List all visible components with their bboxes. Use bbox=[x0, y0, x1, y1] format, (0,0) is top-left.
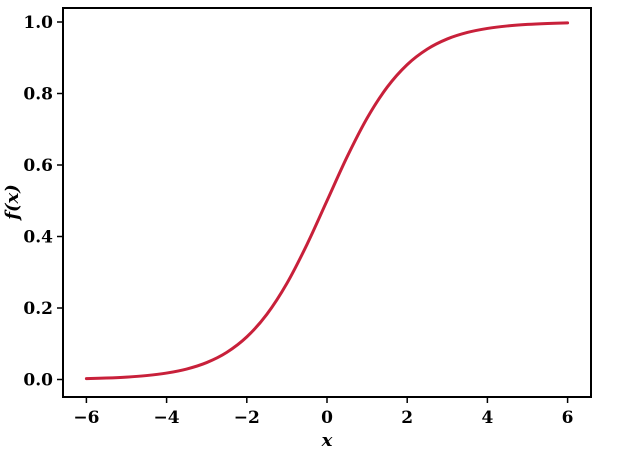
x-tick-label: −2 bbox=[234, 408, 260, 428]
y-axis-label: f(x) bbox=[2, 184, 23, 222]
x-axis-label: x bbox=[321, 430, 333, 451]
x-tick-label: 4 bbox=[481, 408, 493, 428]
x-tick-label: −4 bbox=[154, 408, 180, 428]
y-tick-label: 0.6 bbox=[23, 156, 53, 176]
x-tick-label: 0 bbox=[321, 408, 333, 428]
series-line bbox=[84, 21, 570, 381]
x-tick-label: 6 bbox=[562, 408, 574, 428]
y-tick-label: 0.4 bbox=[23, 228, 53, 248]
x-tick-label: 2 bbox=[401, 408, 413, 428]
y-tick-label: 0.8 bbox=[23, 85, 53, 105]
y-tick-label: 1.0 bbox=[23, 13, 53, 33]
y-tick-label: 0.2 bbox=[23, 299, 53, 319]
x-tick-label: −6 bbox=[73, 408, 99, 428]
y-tick-label: 0.0 bbox=[23, 371, 53, 391]
